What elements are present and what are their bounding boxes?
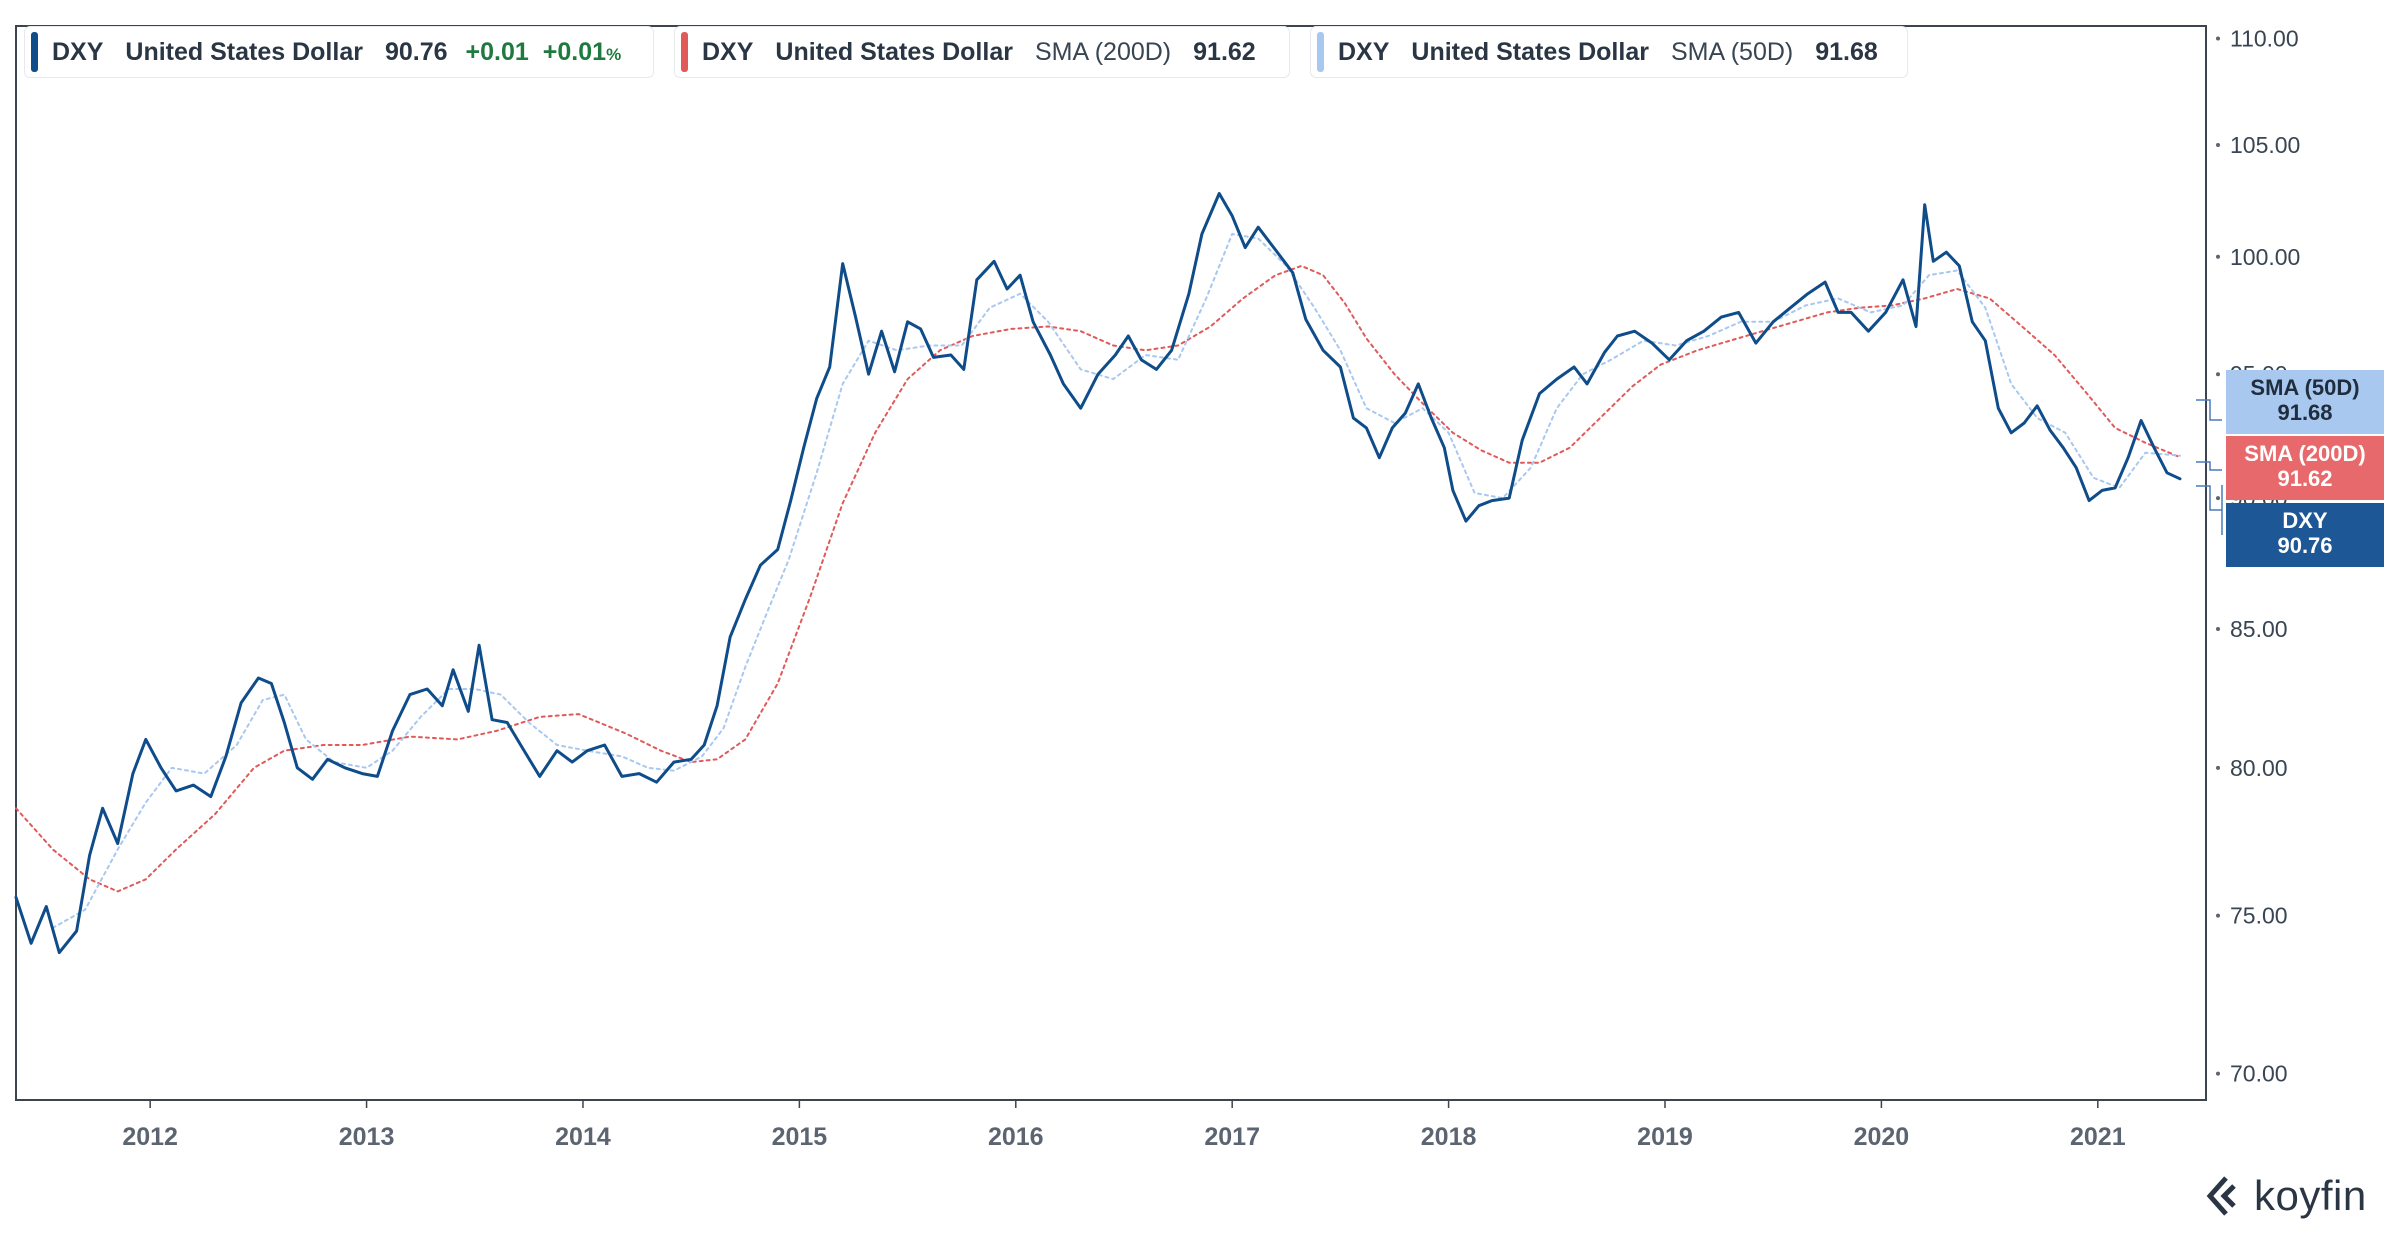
legend-pct-symbol: %: [606, 44, 622, 64]
x-tick-label: 2017: [1204, 1123, 1260, 1151]
legend-study: SMA (200D): [1034, 37, 1172, 66]
tag-dxy: DXY 90.76: [2226, 503, 2384, 567]
y-tick-mark: [2216, 913, 2220, 918]
legend-change: +0.01: [465, 37, 529, 66]
legend-change-pct-value: +0.01: [542, 37, 607, 66]
y-tick-mark: [2216, 496, 2220, 501]
legend-study: SMA (50D): [1670, 37, 1794, 66]
y-tick-label: 80.00: [2230, 755, 2288, 781]
y-axis: 110.00105.00100.0095.0090.0085.0080.0075…: [2216, 25, 2300, 1087]
series-line-dxy: [14, 192, 2182, 955]
legend-sma-200[interactable]: DXY United States Dollar SMA (200D) 91.6…: [674, 26, 1290, 78]
x-tick-label: 2013: [339, 1123, 395, 1151]
x-tick-label: 2019: [1637, 1123, 1693, 1151]
series-line-sma-50d: [51, 233, 2181, 929]
y-tick-label: 105.00: [2230, 132, 2300, 158]
x-tick-label: 2016: [988, 1123, 1044, 1151]
tag-value: 91.62: [2277, 466, 2333, 491]
series-line-sma-200d: [15, 264, 2181, 893]
tag-sma-200: SMA (200D) 91.62: [2226, 436, 2384, 500]
tag-value: 91.68: [2277, 400, 2333, 425]
x-tick-label: 2020: [1854, 1123, 1910, 1151]
y-tick-mark: [2216, 143, 2220, 148]
y-tick-label: 70.00: [2230, 1061, 2288, 1087]
x-tick-label: 2015: [772, 1123, 828, 1151]
brand-name: koyfin: [2254, 1172, 2367, 1219]
series-layer: [14, 192, 2182, 955]
legend-name: United States Dollar: [1411, 37, 1649, 66]
x-axis: 2012 2013 2014 2015 2016 2017 2018 2019 2020 2021: [122, 1100, 2126, 1151]
legend-ticker: DXY: [52, 37, 104, 66]
tag-sma-50: SMA (50D) 91.68: [2226, 370, 2384, 434]
legend-sma-50[interactable]: DXY United States Dollar SMA (50D) 91.68: [1310, 26, 1908, 78]
koyfin-logo-icon: [2206, 1176, 2236, 1216]
y-tick-label: 85.00: [2230, 616, 2288, 642]
x-tick-label: 2018: [1421, 1123, 1477, 1151]
legend-change-pct: +0.01%: [543, 38, 621, 67]
series-color-swatch: [681, 32, 688, 72]
y-tick-mark: [2216, 626, 2220, 631]
legend-name: United States Dollar: [125, 37, 363, 66]
legend-ticker: DXY: [702, 37, 754, 66]
series-color-swatch: [31, 32, 38, 72]
x-tick-label: 2021: [2070, 1123, 2126, 1151]
y-tick-mark: [2216, 372, 2220, 377]
legend-ticker: DXY: [1338, 37, 1390, 66]
legend-value: 90.76: [384, 37, 448, 66]
plot-frame: [15, 25, 2207, 1101]
tag-connectors: [2196, 399, 2223, 535]
y-tick-label: 100.00: [2230, 244, 2300, 270]
tag-label: DXY: [2282, 508, 2328, 533]
x-tick-label: 2012: [122, 1123, 178, 1151]
series-color-swatch: [1317, 32, 1324, 72]
y-tick-mark: [2216, 1071, 2220, 1076]
legend-value: 91.68: [1815, 37, 1878, 66]
legend-dxy[interactable]: DXY United States Dollar 90.76 +0.01 +0.…: [24, 26, 654, 78]
tag-label: SMA (50D): [2250, 375, 2360, 400]
tag-label: SMA (200D): [2244, 441, 2366, 466]
x-tick-label: 2014: [555, 1123, 611, 1151]
tag-value: 90.76: [2277, 533, 2333, 558]
y-tick-label: 75.00: [2230, 903, 2288, 929]
brand-logo: koyfin: [2204, 1172, 2367, 1220]
legend-name: United States Dollar: [775, 37, 1013, 66]
legend-value: 91.62: [1193, 37, 1256, 66]
y-tick-mark: [2216, 254, 2220, 259]
y-tick-mark: [2216, 36, 2220, 41]
y-tick-label: 110.00: [2230, 25, 2299, 51]
y-tick-mark: [2216, 765, 2220, 770]
